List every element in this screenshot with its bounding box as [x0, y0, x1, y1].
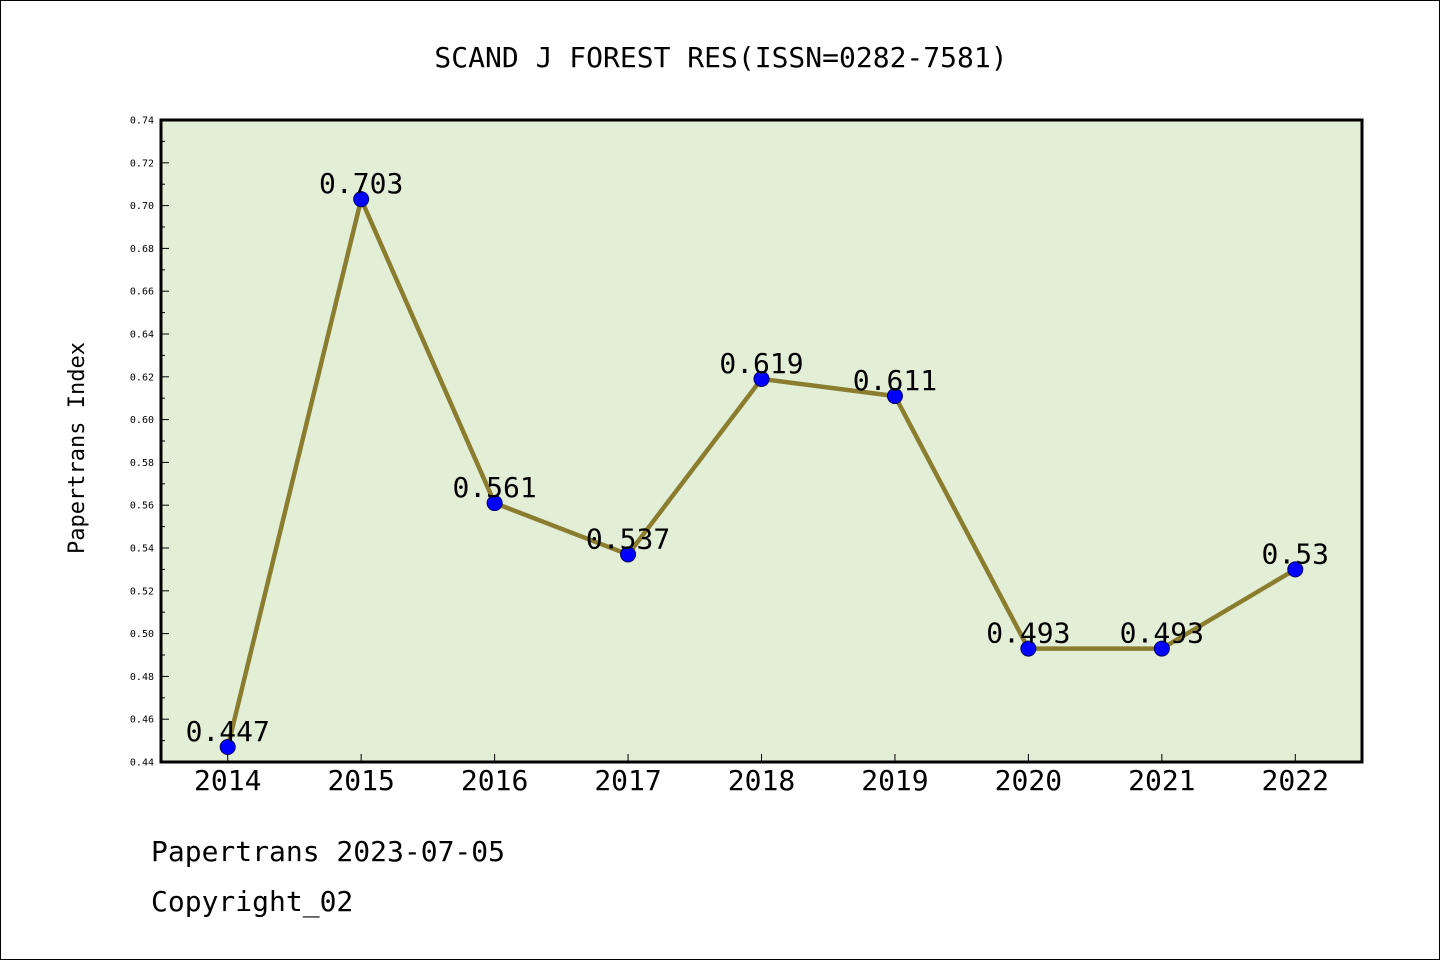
y-axis: 0.44 0.46 0.48 0.50 0.52 0.54 0.56 0.58 0.60 0.62… — [130, 116, 169, 769]
data-point-marker — [1020, 640, 1037, 657]
plot-border — [159, 118, 1364, 764]
footer-copyright-text: Copyright_02 — [151, 885, 354, 918]
x-tick-label: 2020 — [995, 764, 1062, 797]
data-label: 0.537 — [586, 522, 670, 555]
plot-area — [161, 120, 1362, 762]
y-tick-label: 0.58 — [130, 458, 154, 469]
data-point-marker — [1287, 561, 1304, 578]
y-tick-label: 0.70 — [130, 201, 154, 212]
data-point-marker — [486, 495, 503, 512]
data-label: 0.53 — [1262, 537, 1329, 570]
x-tick-label: 2018 — [728, 764, 795, 797]
y-tick-label: 0.50 — [130, 629, 154, 640]
y-tick-label: 0.56 — [130, 501, 154, 512]
x-tick-label: 2017 — [594, 764, 661, 797]
y-axis-label: Papertrans Index — [65, 342, 90, 554]
y-tick-label: 0.72 — [130, 158, 154, 169]
data-point-marker — [1153, 640, 1170, 657]
data-label: 0.493 — [986, 617, 1070, 650]
x-tick-label: 2019 — [861, 764, 928, 797]
data-point-marker — [753, 370, 770, 387]
data-label: 0.447 — [186, 715, 270, 748]
y-tick-label: 0.48 — [130, 672, 154, 683]
data-label: 0.619 — [719, 347, 803, 380]
x-tick-label: 2021 — [1128, 764, 1195, 797]
data-point-marker — [620, 546, 637, 563]
x-tick-label: 2014 — [194, 764, 261, 797]
chart-title: SCAND J FOREST RES(ISSN=0282-7581) — [434, 41, 1007, 74]
data-label: 0.493 — [1120, 617, 1204, 650]
y-tick-label: 0.74 — [130, 116, 154, 127]
x-tick-label: 2022 — [1262, 764, 1329, 797]
y-tick-label: 0.44 — [130, 758, 154, 769]
x-axis: 2014 2015 2016 2017 2018 2019 2020 2021 2022 — [194, 754, 1329, 797]
y-tick-label: 0.52 — [130, 586, 154, 597]
x-tick-label: 2016 — [461, 764, 528, 797]
x-tick-label: 2015 — [327, 764, 394, 797]
y-tick-label: 0.68 — [130, 244, 154, 255]
series-line-group — [219, 191, 1304, 756]
footer-date-text: Papertrans 2023-07-05 — [151, 835, 506, 868]
data-point-marker — [353, 191, 370, 208]
y-tick-label: 0.46 — [130, 715, 154, 726]
y-tick-label: 0.66 — [130, 287, 154, 298]
y-tick-label: 0.62 — [130, 372, 154, 383]
data-label: 0.703 — [319, 167, 403, 200]
y-tick-label: 0.60 — [130, 415, 154, 426]
data-label: 0.561 — [452, 471, 536, 504]
y-tick-label: 0.64 — [130, 330, 154, 341]
data-point-marker — [886, 388, 903, 405]
data-point-marker — [219, 739, 236, 756]
data-label: 0.611 — [853, 364, 937, 397]
y-tick-label: 0.54 — [130, 544, 154, 555]
data-label-group: 0.447 0.703 0.561 0.537 0.619 0.611 0.493 0.493… — [186, 167, 1329, 748]
